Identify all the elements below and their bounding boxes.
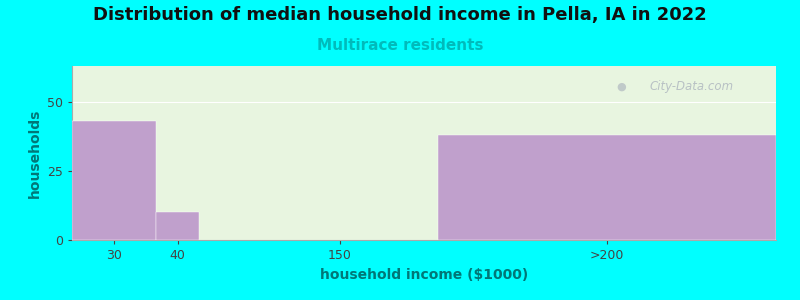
Bar	[72, 121, 157, 240]
Y-axis label: households: households	[27, 108, 42, 198]
X-axis label: household income ($1000): household income ($1000)	[320, 268, 528, 282]
Bar	[438, 135, 776, 240]
Bar	[157, 212, 198, 240]
Text: City-Data.com: City-Data.com	[650, 80, 734, 93]
Text: Distribution of median household income in Pella, IA in 2022: Distribution of median household income …	[93, 6, 707, 24]
Text: ●: ●	[616, 82, 626, 92]
Text: Multirace residents: Multirace residents	[317, 38, 483, 52]
